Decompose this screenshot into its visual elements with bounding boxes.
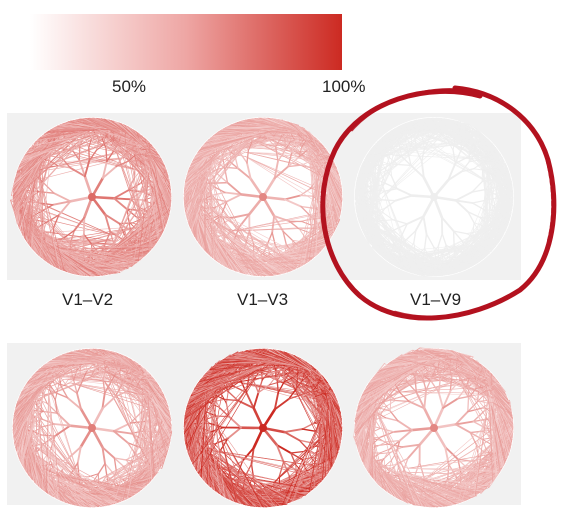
panel-label-v1-v9: V1–V9 (410, 290, 461, 310)
tree-root-node (430, 193, 438, 201)
tree-root-node (259, 193, 267, 201)
tree-root-node (88, 193, 96, 201)
panel-label-v1-v3: V1–V3 (237, 290, 288, 310)
colorbar-gradient (30, 14, 342, 70)
tree-root-node (430, 424, 438, 432)
tree-root-node (88, 424, 96, 432)
tree-panel-v1-v3 (178, 112, 348, 282)
tree-root-node (259, 424, 267, 432)
tree-panel-v1-v2 (7, 112, 177, 282)
tree-panel-v1-v9 (349, 112, 519, 282)
colorbar (30, 14, 342, 70)
panel-label-v1-v2: V1–V2 (62, 290, 113, 310)
colorbar-tick-100: 100% (322, 77, 365, 97)
tree-panel-row2-2 (178, 343, 348, 513)
tree-panel-row2-3 (349, 343, 519, 513)
tree-panel-row2-1 (7, 343, 177, 513)
colorbar-tick-50: 50% (112, 77, 146, 97)
